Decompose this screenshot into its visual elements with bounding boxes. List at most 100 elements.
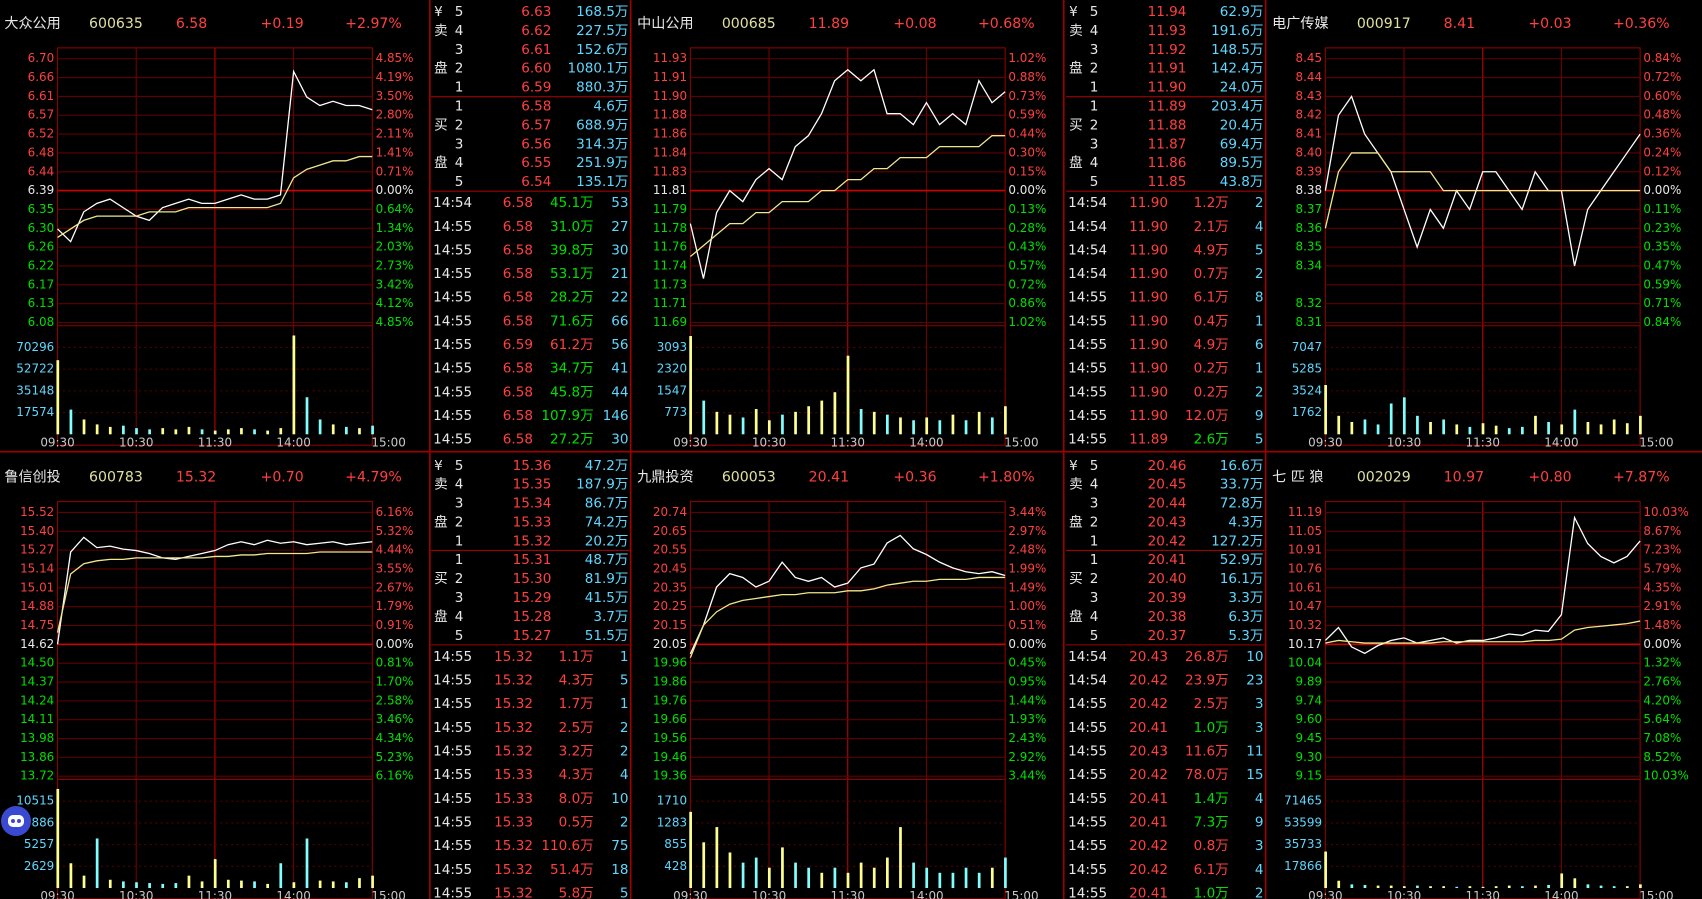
price-tick: 10.47 — [1288, 599, 1322, 613]
trade-price: 6.58 — [503, 219, 533, 235]
volume-bar — [1586, 421, 1590, 435]
volume-bar — [1004, 406, 1007, 435]
volume-bar — [213, 859, 217, 889]
average-line — [1324, 152, 1641, 229]
volume-bar — [1455, 424, 1459, 435]
price-tick: 13.98 — [20, 731, 54, 745]
book-level: 1 — [455, 80, 464, 96]
trade-price: 20.43 — [1129, 649, 1168, 665]
price-tick: 6.17 — [28, 277, 55, 291]
volume-bar — [820, 400, 824, 435]
price-tick: 9.45 — [1295, 731, 1322, 745]
pct-tick: 1.99% — [1008, 561, 1046, 575]
volume-tick: 17574 — [16, 405, 54, 419]
book-volume: 251.9万 — [576, 155, 628, 171]
volume-bar — [1481, 886, 1485, 889]
trade-count: 41 — [611, 361, 628, 377]
time-label: 14:00 — [276, 889, 310, 899]
book-side: 买 — [434, 571, 448, 587]
book-volume: 191.6万 — [1211, 23, 1263, 39]
trade-time: 14:54 — [1068, 195, 1107, 211]
price-tick: 14.24 — [20, 693, 54, 707]
volume-bar — [371, 425, 374, 435]
pct-change: +0.36% — [1613, 16, 1670, 32]
volume-tick: 71465 — [1284, 794, 1322, 808]
volume-bar — [108, 879, 112, 889]
price-tick: 11.91 — [653, 70, 687, 84]
assistant-icon[interactable] — [0, 805, 34, 839]
trade-volume: 5.8万 — [559, 885, 594, 899]
book-price: 15.28 — [513, 609, 552, 625]
trade-price: 11.89 — [1129, 432, 1168, 448]
trade-time: 14:55 — [433, 767, 472, 783]
trade-price: 15.32 — [494, 696, 533, 712]
trade-price: 20.42 — [1129, 696, 1168, 712]
trade-price: 15.32 — [494, 720, 533, 736]
book-volume: 688.9万 — [576, 117, 628, 133]
price-tick: 6.48 — [28, 145, 55, 159]
price-tick: 19.76 — [653, 693, 687, 707]
book-level: 2 — [1090, 117, 1099, 133]
book-level: 4 — [455, 155, 464, 171]
pct-tick: 0.43% — [1008, 240, 1046, 254]
trade-count: 1 — [620, 649, 629, 665]
price-tick: 11.86 — [653, 127, 687, 141]
volume-bar — [1547, 884, 1550, 889]
volume-bar — [1324, 385, 1327, 435]
trade-volume: 71.6万 — [550, 313, 594, 329]
book-level: 4 — [1090, 23, 1099, 39]
book-volume: 127.2万 — [1211, 533, 1263, 549]
volume-bar — [912, 420, 915, 435]
volume-bar — [977, 411, 981, 435]
stock-code: 002029 — [1357, 470, 1411, 486]
trade-time: 14:55 — [1068, 885, 1107, 899]
trade-price: 11.90 — [1129, 408, 1168, 424]
volume-bar — [1324, 851, 1327, 889]
volume-bar — [344, 426, 348, 435]
book-side: 买 — [1069, 571, 1083, 587]
book-price: 15.29 — [513, 590, 552, 606]
pct-tick: 8.67% — [1643, 524, 1681, 538]
pct-tick: 0.00% — [1008, 637, 1046, 651]
volume-bar — [1520, 426, 1524, 435]
trade-price: 15.33 — [494, 814, 533, 830]
price-tick: 10.17 — [1288, 637, 1322, 651]
price-tick: 19.86 — [653, 675, 687, 689]
book-price: 20.45 — [1148, 477, 1187, 493]
book-price: 11.92 — [1148, 42, 1187, 58]
trade-price: 20.41 — [1129, 720, 1168, 736]
price-line — [689, 534, 1006, 655]
trade-price: 20.42 — [1129, 838, 1168, 854]
book-volume: 72.8万 — [1220, 496, 1264, 512]
volume-tick: 3524 — [1292, 383, 1322, 397]
book-level: 2 — [455, 61, 464, 77]
time-label: 09:30 — [673, 435, 707, 449]
trade-count: 9 — [1255, 408, 1264, 424]
trade-volume: 2.5万 — [559, 720, 594, 736]
book-level: 5 — [1090, 458, 1099, 474]
book-side: ¥ — [1069, 458, 1078, 474]
time-label: 14:00 — [1544, 435, 1578, 449]
pct-tick: 1.70% — [376, 675, 414, 689]
book-price: 20.40 — [1148, 571, 1187, 587]
trade-price: 6.58 — [503, 313, 533, 329]
volume-tick: 428 — [664, 859, 687, 873]
volume-bar — [689, 811, 692, 889]
trade-volume: 53.1万 — [550, 266, 594, 282]
volume-bar — [1573, 409, 1577, 435]
volume-bar — [1586, 884, 1590, 889]
pct-tick: 4.85% — [376, 315, 414, 329]
price-tick: 6.30 — [28, 221, 55, 235]
time-label: 15:00 — [371, 435, 405, 449]
pct-tick: 2.73% — [376, 258, 414, 272]
volume-bar — [1389, 885, 1393, 889]
trade-count: 2 — [1255, 266, 1264, 282]
book-price: 20.41 — [1148, 552, 1187, 568]
volume-bar — [69, 863, 73, 889]
price-tick: 10.76 — [1288, 561, 1322, 575]
stock-code: 600053 — [722, 470, 776, 486]
book-volume: 89.5万 — [1220, 155, 1264, 171]
volume-tick: 1283 — [657, 815, 687, 829]
book-volume: 16.6万 — [1220, 458, 1264, 474]
book-side: ¥ — [434, 458, 443, 474]
